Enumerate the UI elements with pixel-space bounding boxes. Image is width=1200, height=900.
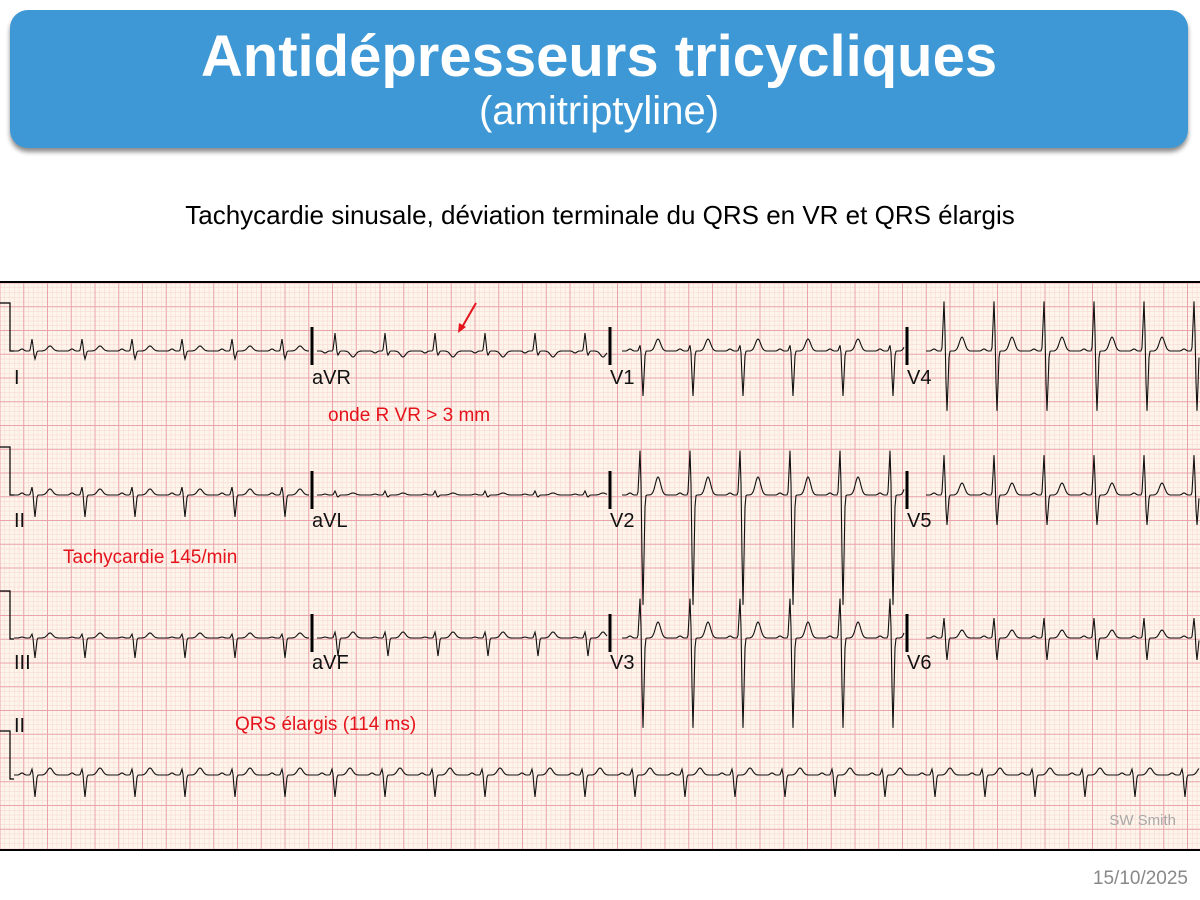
grid-major (0, 283, 1200, 849)
annotation-qrs: QRS élargis (114 ms) (235, 714, 417, 735)
ecg-strip: I aVR V1 V4 II aVL V2 V5 III aVF V3 V6 I… (0, 281, 1200, 851)
calibration-pulse (0, 590, 14, 640)
lead-label-avl: aVL (312, 510, 348, 532)
lead-label-v1: V1 (610, 367, 635, 389)
ecg-trace-v3 (622, 598, 905, 728)
calibration-pulse (0, 446, 14, 496)
ecg-traces (0, 283, 1200, 849)
slide-caption: Tachycardie sinusale, déviation terminal… (185, 200, 1015, 230)
ecg-trace-iii (14, 632, 310, 659)
lead-label-v2: V2 (610, 510, 635, 532)
credit-text: SW Smith (1109, 812, 1176, 829)
lead-label-ii: II (14, 510, 26, 532)
slide-subtitle: (amitriptyline) (478, 89, 720, 133)
calibration-pulse (0, 302, 14, 352)
lead-label-v3: V3 (610, 652, 635, 674)
lead-label-ii-rhythm: II (14, 715, 26, 737)
lead-label-v5: V5 (907, 510, 932, 532)
arrow-icon (460, 302, 477, 330)
lead-label-i: I (14, 367, 20, 389)
title-banner: Antidépresseurs tricycliques (amitriptyl… (10, 10, 1188, 148)
ecg-trace-avl (317, 489, 608, 498)
ecg-trace-ii (14, 486, 310, 518)
ecg-trace-ii-rhythm (14, 767, 1200, 798)
lead-label-v6: V6 (907, 652, 932, 674)
slide-date: 15/10/2025 (1092, 868, 1188, 889)
ecg-trace-v5 (926, 455, 1200, 525)
ecg-trace-avr (317, 332, 608, 358)
ecg-trace-v4 (926, 301, 1200, 411)
lead-label-iii: III (14, 652, 31, 674)
annotation-rate: Tachycardie 145/min (63, 547, 238, 568)
ecg-trace-v2 (622, 450, 905, 605)
ecg-trace-i (14, 339, 310, 362)
lead-label-v4: V4 (907, 367, 932, 389)
ecg-trace-v6 (926, 618, 1200, 661)
slide-title: Antidépresseurs tricycliques (200, 24, 998, 89)
calibration-pulse (0, 730, 14, 780)
lead-label-avr: aVR (312, 367, 351, 389)
annotation-avr: onde R VR > 3 mm (328, 405, 491, 426)
lead-label-avf: aVF (312, 652, 349, 674)
arrow-head-icon (458, 323, 466, 333)
ecg-trace-avf (317, 630, 608, 657)
ecg-trace-v1 (622, 338, 905, 397)
